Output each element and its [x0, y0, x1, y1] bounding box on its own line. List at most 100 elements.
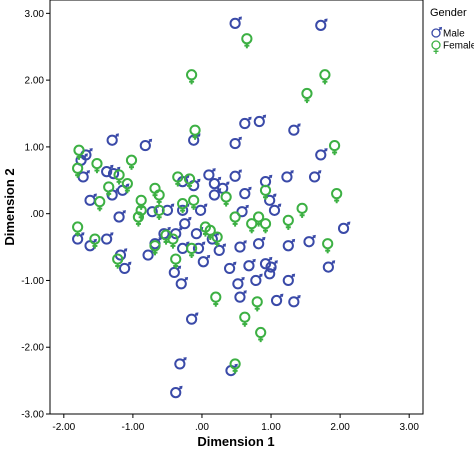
male-point	[239, 116, 252, 130]
female-point	[73, 144, 85, 160]
male-point	[186, 312, 199, 325]
female-point	[239, 311, 251, 327]
female-point	[259, 218, 272, 234]
y-tick-label: -3.00	[21, 410, 44, 421]
female-point	[121, 178, 133, 194]
x-tick-label: 1.00	[261, 422, 281, 433]
female-point	[188, 194, 200, 210]
male-point	[197, 254, 211, 268]
female-point	[255, 326, 267, 343]
male-point	[101, 164, 114, 178]
male-point	[229, 16, 242, 29]
female-point	[170, 253, 182, 269]
legend-label: Male	[443, 29, 465, 40]
male-point	[282, 238, 296, 252]
male-point	[203, 168, 216, 181]
male-point	[308, 170, 322, 183]
male-point	[175, 276, 189, 290]
female-point	[319, 69, 331, 85]
male-point	[270, 293, 284, 307]
male-point	[337, 221, 351, 234]
male-point	[229, 136, 242, 150]
female-point	[89, 233, 101, 249]
female-point	[132, 211, 145, 227]
male-point	[139, 138, 153, 152]
y-axis-title: Dimension 2	[2, 168, 17, 245]
male-point	[236, 204, 249, 218]
x-tick-label: -1.00	[121, 422, 144, 433]
male-point	[281, 170, 294, 183]
male-point	[322, 260, 336, 273]
male-point	[234, 290, 247, 303]
male-point	[234, 240, 247, 253]
male-point	[208, 188, 222, 201]
female-point	[210, 291, 222, 307]
female-point	[186, 242, 198, 258]
female-point	[251, 296, 263, 312]
female-point	[186, 69, 198, 85]
male-point	[288, 123, 301, 136]
male-point	[264, 266, 277, 280]
female-point	[125, 154, 138, 170]
male-point	[223, 261, 237, 275]
male-point	[315, 148, 328, 161]
female-point	[167, 233, 179, 249]
female-point	[331, 188, 343, 204]
x-tick-label: 3.00	[399, 422, 419, 433]
male-point	[113, 210, 126, 223]
x-axis-ticks: -2.00 -1.00 .00 1.00 2.00 3.00	[52, 414, 419, 433]
male-point	[192, 241, 206, 254]
male-point	[168, 265, 182, 279]
female-point	[189, 124, 201, 140]
female-point	[259, 184, 272, 200]
female-point	[177, 198, 189, 214]
female-point	[153, 204, 165, 220]
female-point	[112, 253, 124, 269]
x-tick-label: 2.00	[330, 422, 350, 433]
y-tick-label: 1.00	[25, 142, 45, 153]
legend-title: Gender	[430, 7, 467, 19]
male-point	[101, 232, 114, 245]
female-point	[229, 358, 241, 374]
y-tick-label: -2.00	[21, 343, 44, 354]
female-point	[172, 171, 184, 187]
female-point	[72, 162, 84, 178]
female-point	[149, 240, 161, 256]
male-point	[303, 234, 316, 248]
x-axis-title: Dimension 1	[197, 434, 274, 449]
data-points	[72, 16, 351, 399]
male-point	[282, 273, 296, 287]
male-point	[243, 258, 256, 272]
female-point	[301, 87, 313, 104]
male-point	[194, 203, 208, 216]
legend-label: Female	[443, 41, 474, 52]
y-tick-label: -1.00	[21, 276, 44, 287]
female-point	[229, 211, 241, 227]
male-point	[174, 357, 187, 370]
male-point	[259, 256, 273, 270]
male-point	[208, 176, 222, 190]
male-point	[253, 236, 266, 250]
plot-frame	[49, 0, 424, 415]
female-point	[282, 214, 294, 230]
y-tick-label: 2.00	[25, 76, 45, 87]
female-point	[91, 157, 103, 174]
x-tick-label: .00	[195, 422, 209, 433]
legend-female-symbol-icon	[431, 40, 441, 54]
female-point	[322, 238, 334, 254]
female-point	[113, 169, 125, 185]
male-point	[253, 114, 267, 128]
male-point	[239, 186, 252, 200]
female-point	[94, 196, 106, 212]
female-point	[241, 33, 253, 49]
y-axis-ticks: -3.00 -2.00 -1.00 .00 1.00 2.00 3.00	[21, 9, 50, 421]
male-point	[106, 133, 120, 146]
female-point	[328, 139, 341, 156]
female-point	[211, 231, 223, 247]
female-point	[220, 191, 232, 207]
male-point	[268, 203, 282, 216]
female-point	[296, 202, 308, 218]
male-point	[119, 261, 132, 275]
